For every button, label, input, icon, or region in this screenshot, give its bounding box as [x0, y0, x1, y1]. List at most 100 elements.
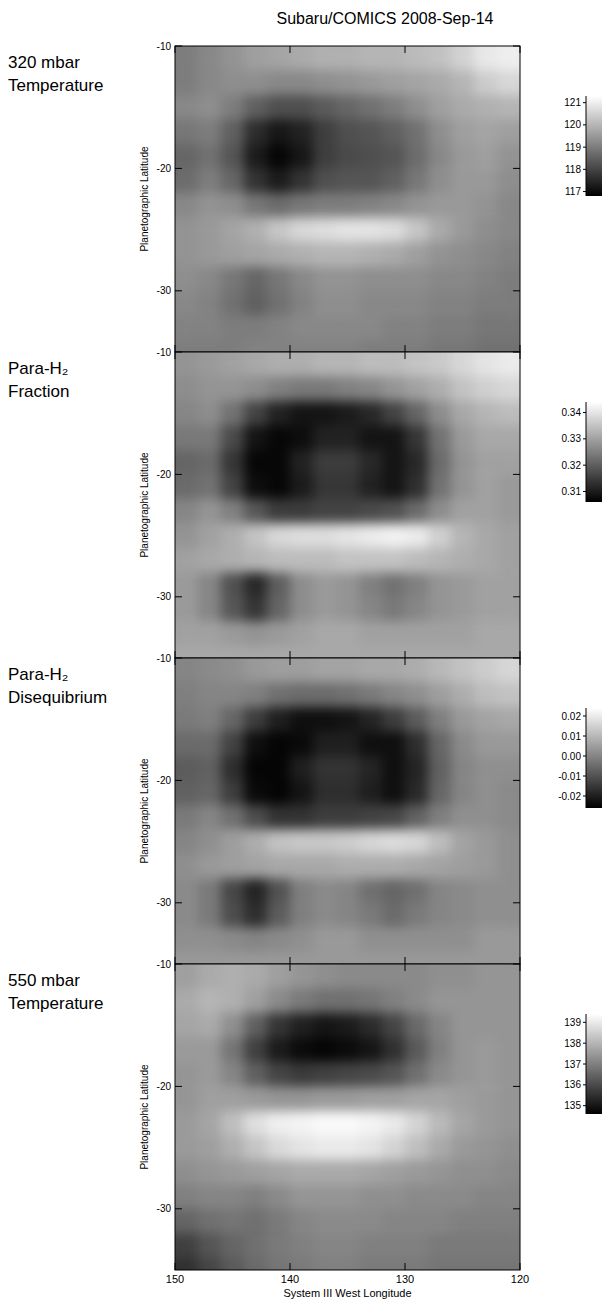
heatmap-cell: [405, 1184, 429, 1209]
heatmap-cell: [428, 193, 452, 218]
heatmap-cell: [474, 1086, 498, 1111]
heatmap-cell: [244, 658, 268, 683]
heatmap-cell: [428, 217, 452, 242]
heatmap-cell: [474, 1037, 498, 1062]
heatmap-cell: [382, 450, 406, 475]
heatmap-cell: [359, 1062, 383, 1087]
heatmap-cell: [382, 291, 406, 316]
heatmap-cell: [290, 878, 314, 903]
heatmap-cell: [474, 193, 498, 218]
heatmap-cell: [313, 352, 337, 377]
heatmap-cell: [313, 597, 337, 622]
heatmap-cell: [267, 315, 291, 340]
heatmap-cell: [405, 964, 429, 989]
heatmap-cell: [336, 682, 360, 707]
heatmap-cell: [474, 376, 498, 401]
heatmap-cell: [474, 1135, 498, 1160]
heatmap-cell: [290, 988, 314, 1013]
heatmap-cell: [244, 1111, 268, 1136]
heatmap-cell: [313, 168, 337, 193]
heatmap-cell: [290, 425, 314, 450]
heatmap-cell: [474, 46, 498, 71]
x-tick: [175, 964, 176, 971]
panel-title: Para-H₂Fraction: [8, 359, 69, 401]
heatmap-cell: [221, 572, 245, 597]
heatmap-cell: [405, 474, 429, 499]
heatmap-cell: [474, 805, 498, 830]
heatmap-cell: [474, 1013, 498, 1038]
heatmap-cell: [290, 46, 314, 71]
heatmap-cell: [221, 70, 245, 95]
heatmap-cell: [382, 780, 406, 805]
heatmap-cell: [474, 291, 498, 316]
color-bar-tick: [583, 796, 586, 797]
heatmap-cell: [244, 1037, 268, 1062]
heatmap-cell: [244, 474, 268, 499]
heatmap-cell: [267, 621, 291, 646]
heatmap-cell: [382, 474, 406, 499]
heatmap-cell: [175, 70, 199, 95]
heatmap-cell: [175, 1111, 199, 1136]
heatmap-cell: [267, 1037, 291, 1062]
plot-area: [175, 964, 520, 1270]
heatmap-cell: [382, 597, 406, 622]
heatmap-cell: [198, 450, 222, 475]
heatmap-cell: [175, 1258, 199, 1270]
y-tick: [513, 290, 520, 291]
heatmap-cell: [359, 70, 383, 95]
heatmap-cell: [382, 352, 406, 377]
heatmap-cell: [244, 291, 268, 316]
heatmap-cell: [405, 548, 429, 573]
heatmap-cell: [336, 70, 360, 95]
heatmap-cell: [336, 964, 360, 989]
heatmap-cell: [474, 1258, 498, 1270]
heatmap-cell: [198, 1184, 222, 1209]
heatmap-cell: [290, 474, 314, 499]
heatmap-cell: [175, 168, 199, 193]
heatmap-cell: [221, 1013, 245, 1038]
x-tick: [520, 352, 521, 359]
heatmap-cell: [221, 646, 245, 658]
heatmap-cell: [221, 1160, 245, 1185]
color-bar: [586, 708, 602, 808]
heatmap-cell: [267, 376, 291, 401]
heatmap-cell: [198, 621, 222, 646]
heatmap-cell: [336, 878, 360, 903]
heatmap-cell: [336, 1135, 360, 1160]
heatmap-cell: [336, 756, 360, 781]
heatmap-cell: [474, 266, 498, 291]
heatmap-cell: [359, 756, 383, 781]
heatmap-cell: [175, 878, 199, 903]
heatmap-cell: [451, 1013, 475, 1038]
heatmap-cell: [428, 1062, 452, 1087]
heatmap-cell: [359, 523, 383, 548]
x-tick: [405, 658, 406, 665]
heatmap-cell: [428, 168, 452, 193]
heatmap-cell: [497, 756, 520, 781]
heatmap-cell: [405, 1209, 429, 1234]
heatmap-cell: [405, 707, 429, 732]
heatmap-cell: [198, 193, 222, 218]
heatmap-cell: [336, 854, 360, 879]
heatmap-cell: [497, 499, 520, 524]
heatmap-cell: [175, 1037, 199, 1062]
heatmap-cell: [198, 707, 222, 732]
heatmap-cell: [313, 291, 337, 316]
heatmap-cell: [221, 352, 245, 377]
heatmap-cell: [497, 658, 520, 683]
heatmap-cell: [313, 217, 337, 242]
heatmap-cell: [336, 952, 360, 964]
heatmap-cell: [221, 193, 245, 218]
heatmap-cell: [267, 1013, 291, 1038]
heatmap-cell: [405, 646, 429, 658]
heatmap-cell: [313, 499, 337, 524]
heatmap-cell: [313, 988, 337, 1013]
plot-frame: [175, 352, 520, 658]
heatmap-cell: [359, 1086, 383, 1111]
y-tick: [175, 168, 182, 169]
heatmap-cell: [313, 1258, 337, 1270]
heatmap-cell: [474, 1111, 498, 1136]
x-tick: [520, 658, 521, 665]
heatmap-cell: [405, 291, 429, 316]
heatmap-cell: [405, 756, 429, 781]
